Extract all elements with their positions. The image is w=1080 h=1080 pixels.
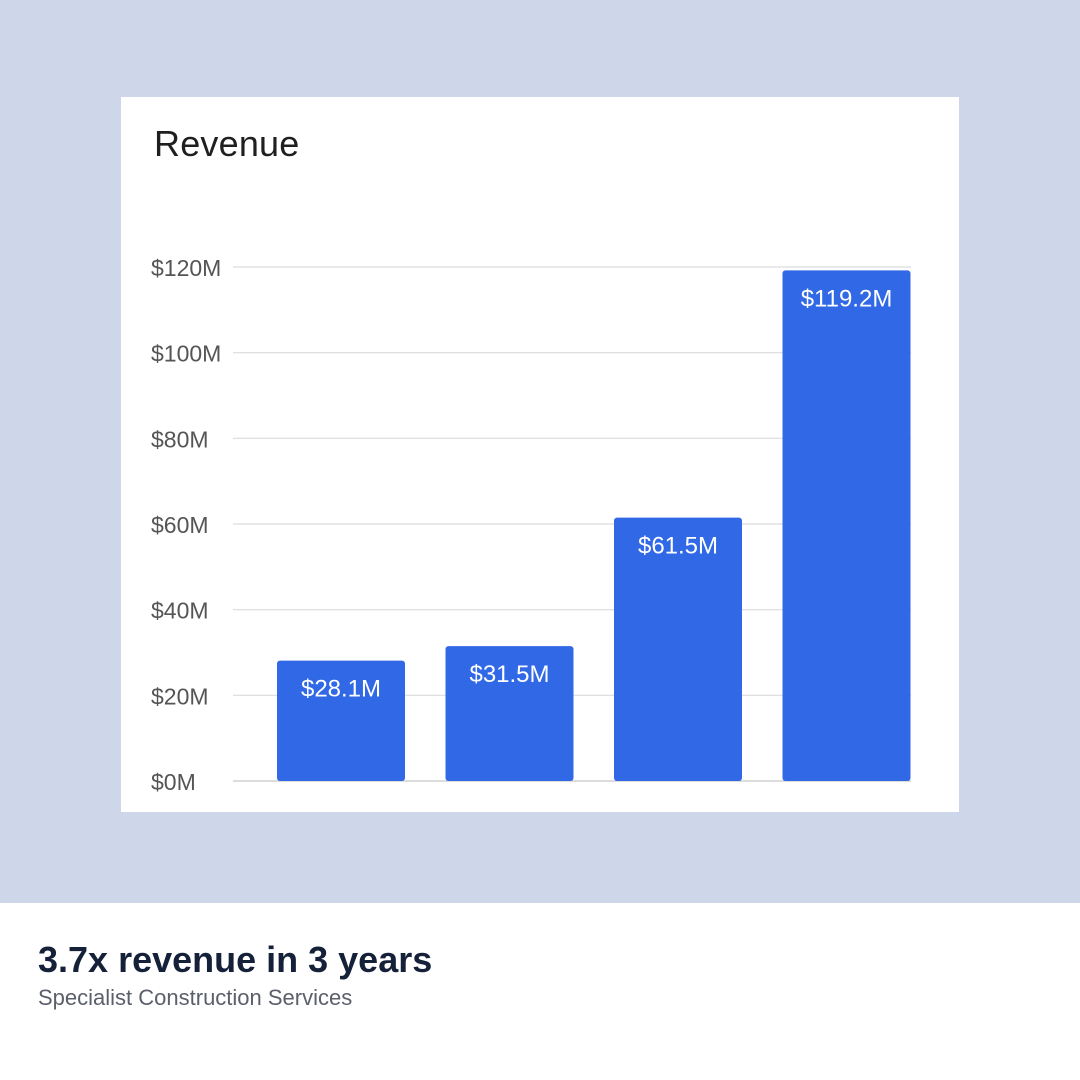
y-tick-label: $100M (151, 341, 221, 367)
caption-subtitle: Specialist Construction Services (38, 985, 353, 1010)
bar-data-label: $119.2M (801, 285, 893, 312)
y-tick-label: $60M (151, 512, 209, 538)
bar-data-label: $61.5M (638, 533, 718, 560)
bar (614, 517, 742, 781)
y-tick-label: $40M (151, 598, 209, 624)
y-tick-label: $80M (151, 426, 209, 452)
hero-background: Revenue $0M $20M $40M $60M $80M $100M $120M $28… (0, 0, 1080, 903)
caption-panel: 3.7x revenue in 3 years Specialist Const… (0, 903, 1080, 1080)
chart-card: Revenue $0M $20M $40M $60M $80M $100M $120M $28… (121, 97, 959, 812)
bar (782, 270, 911, 781)
bar (277, 660, 405, 781)
y-tick-label: $120M (151, 255, 221, 281)
bar (445, 646, 574, 781)
y-tick-label: $20M (151, 683, 209, 709)
chart-title: Revenue (154, 123, 300, 164)
bar-data-label: $28.1M (301, 676, 381, 703)
y-tick-label: $0M (151, 769, 196, 795)
bar-chart: $0M $20M $40M $60M $80M $100M $120M $28.1M $31.5… (151, 255, 911, 795)
bar-data-label: $31.5M (469, 661, 549, 688)
caption-headline: 3.7x revenue in 3 years (38, 939, 433, 980)
